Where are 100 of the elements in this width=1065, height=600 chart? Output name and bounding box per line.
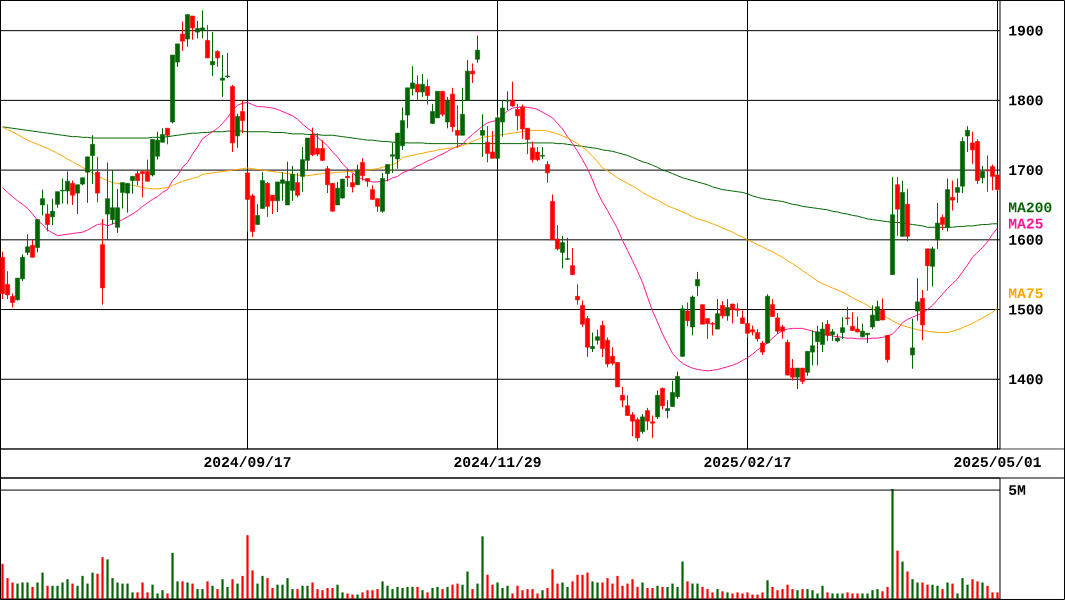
bar xyxy=(896,550,899,599)
bar xyxy=(901,561,904,599)
series-label: MA75 xyxy=(1008,288,1043,299)
bar xyxy=(621,585,624,599)
bar xyxy=(871,590,874,599)
candlestick xyxy=(620,386,625,408)
bar xyxy=(56,585,59,599)
bar xyxy=(381,581,384,599)
candlestick xyxy=(845,306,850,326)
bar xyxy=(296,589,299,599)
bar xyxy=(566,586,569,599)
bar xyxy=(391,589,394,599)
bar xyxy=(231,579,234,599)
candlestick xyxy=(205,24,210,59)
bar xyxy=(466,571,469,599)
bar xyxy=(516,585,519,599)
candlestick xyxy=(965,125,970,153)
bar xyxy=(91,572,94,599)
bar xyxy=(661,586,664,599)
bar xyxy=(221,579,224,599)
candlestick xyxy=(345,168,350,188)
bar xyxy=(541,590,544,599)
bar xyxy=(506,585,509,599)
bar xyxy=(696,583,699,599)
candlestick xyxy=(455,104,460,149)
bar xyxy=(756,594,759,599)
bar xyxy=(311,582,314,599)
candlestick xyxy=(460,87,465,136)
bar xyxy=(716,589,719,599)
candlestick xyxy=(950,180,955,212)
candlestick xyxy=(685,302,690,327)
bar xyxy=(616,575,619,599)
bar xyxy=(911,579,914,599)
bar xyxy=(746,592,749,599)
bar xyxy=(421,590,424,599)
bar xyxy=(71,583,74,599)
bar xyxy=(396,586,399,599)
bar xyxy=(651,587,654,599)
candlestick xyxy=(930,246,935,288)
bar xyxy=(856,593,859,599)
candlestick xyxy=(420,73,425,98)
bar xyxy=(356,594,359,599)
bar xyxy=(536,593,539,599)
candlestick xyxy=(225,52,230,79)
bar xyxy=(41,572,44,599)
bar xyxy=(831,593,834,599)
bar xyxy=(171,552,174,599)
bar xyxy=(996,592,999,599)
bar xyxy=(61,582,64,599)
candlestick xyxy=(470,62,475,84)
bar xyxy=(726,592,729,599)
bar xyxy=(31,586,34,599)
candlestick xyxy=(220,54,225,98)
bar xyxy=(66,579,69,599)
bar xyxy=(676,586,679,599)
bar xyxy=(776,590,779,599)
bar xyxy=(176,581,179,599)
bar xyxy=(451,584,454,599)
candlestick xyxy=(545,160,550,184)
bar xyxy=(126,583,129,599)
bar xyxy=(16,583,19,599)
bar xyxy=(96,573,99,599)
bar xyxy=(811,590,814,599)
candlestick xyxy=(445,96,450,129)
bar xyxy=(46,585,49,599)
series-label: MA25 xyxy=(1008,218,1043,229)
candlestick xyxy=(295,172,300,198)
candlestick xyxy=(70,180,75,206)
bar xyxy=(906,571,909,599)
y-tick-label: 1900 xyxy=(1009,25,1043,36)
bar xyxy=(21,582,24,599)
bar xyxy=(246,535,249,599)
bar xyxy=(886,586,889,599)
bar xyxy=(986,585,989,599)
bar xyxy=(596,582,599,599)
bar xyxy=(821,585,824,599)
bar xyxy=(276,584,279,599)
bar xyxy=(426,592,429,599)
bar xyxy=(561,582,564,599)
bar xyxy=(401,587,404,599)
bar xyxy=(961,578,964,599)
bar xyxy=(731,593,734,599)
bar xyxy=(806,589,809,599)
bar xyxy=(641,582,644,599)
candlestick xyxy=(840,316,845,340)
x-tick-label: 2025/05/01 xyxy=(954,456,1041,468)
bar xyxy=(851,593,854,599)
bar xyxy=(371,590,374,599)
bar xyxy=(121,583,124,599)
bar xyxy=(211,585,214,599)
candlestick xyxy=(355,164,360,186)
bar xyxy=(386,585,389,599)
candlestick xyxy=(95,156,100,203)
bar xyxy=(626,583,629,599)
bar xyxy=(891,488,894,599)
bar xyxy=(876,589,879,599)
bar xyxy=(271,587,274,599)
bar xyxy=(11,582,14,599)
candlestick xyxy=(910,318,915,370)
bar xyxy=(81,575,84,599)
